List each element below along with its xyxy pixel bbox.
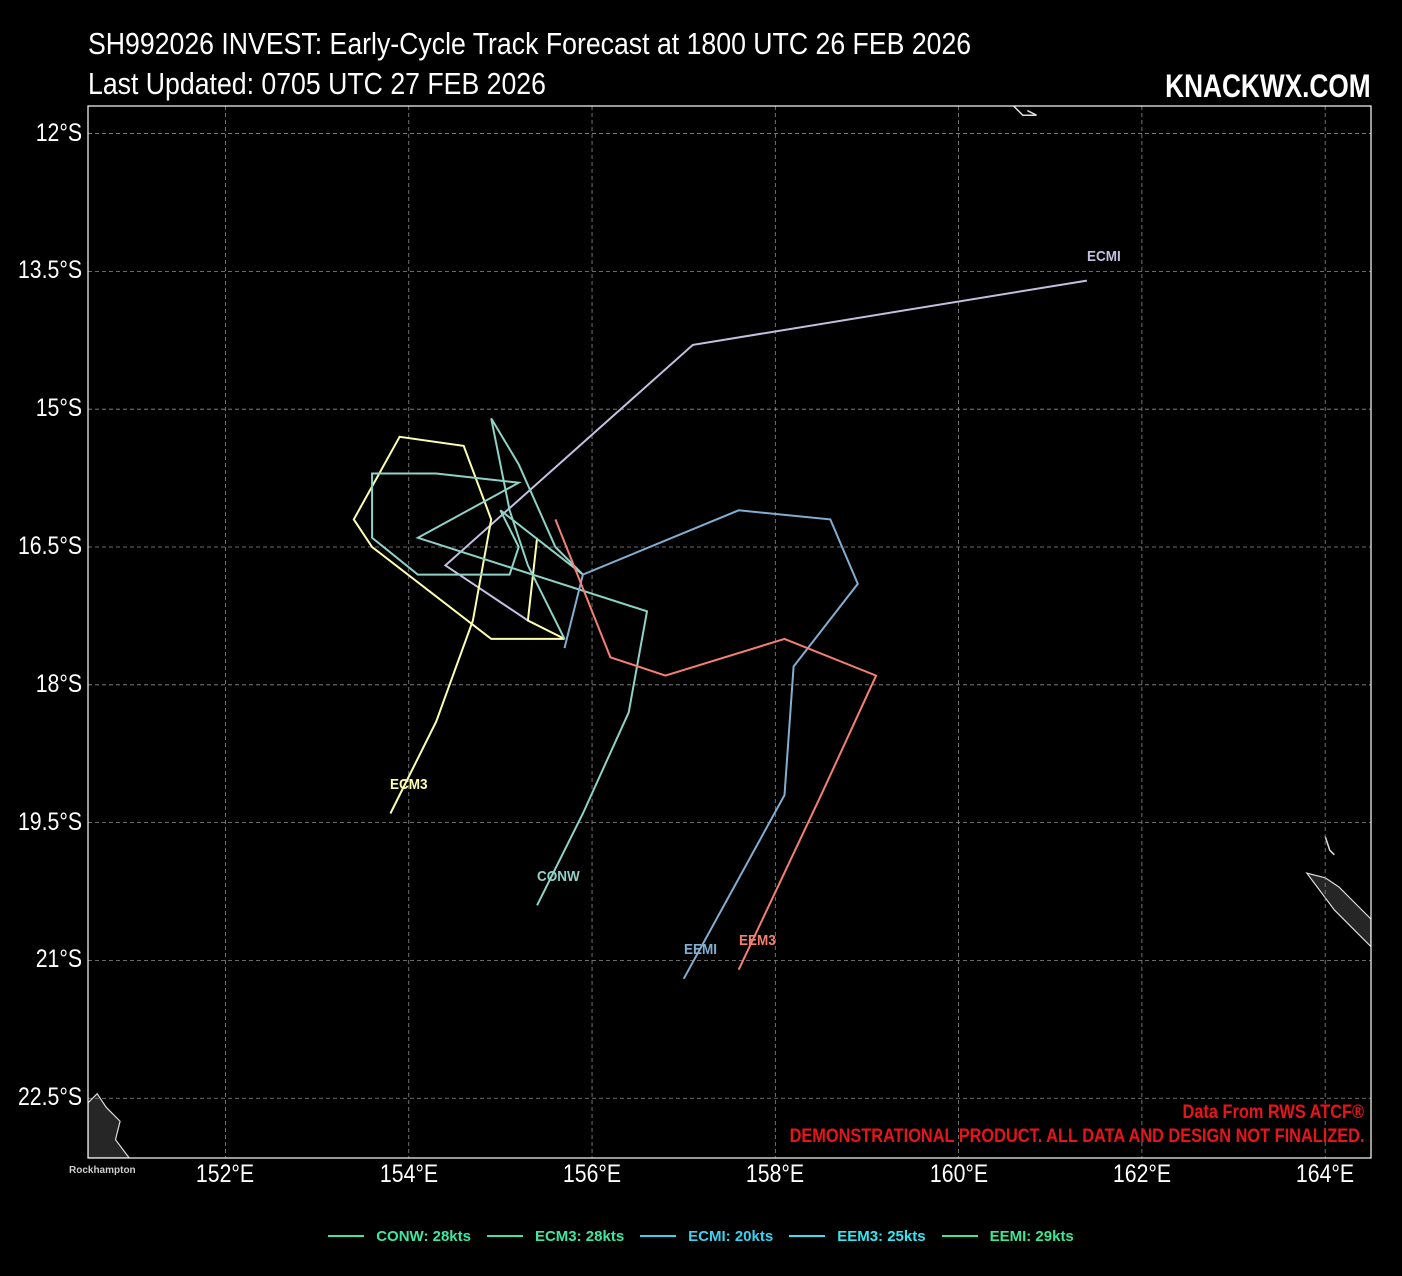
legend-label: CONW: 28kts: [376, 1227, 471, 1245]
lon-tick-label: 160°E: [929, 1160, 988, 1188]
coastline-0: [88, 1092, 130, 1158]
lat-tick-label: 16.5°S: [17, 532, 82, 560]
track-label-conw: CONW: [537, 867, 580, 885]
track-eemi: [563, 509, 859, 980]
lat-tick-label: 21°S: [35, 945, 82, 974]
legend-label: ECMI: 20kts: [688, 1227, 774, 1245]
city-label-rockhampton: Rockhampton: [69, 1165, 136, 1176]
legend-swatch: [486, 1235, 523, 1237]
map-frame: [87, 105, 1372, 1159]
brand-logo-text: KNACKWX.COM: [1165, 68, 1371, 104]
last-updated-subtitle: Last Updated: 0705 UTC 27 FEB 2026: [88, 66, 546, 101]
legend-item: ECM3: 28kts: [486, 1227, 625, 1245]
legend-item: ECMI: 20kts: [640, 1228, 773, 1245]
lat-tick-label: 18°S: [35, 669, 82, 698]
lat-tick-label: 22.5°S: [17, 1083, 82, 1112]
chart-title: SH992026 INVEST: Early-Cycle Track Forec…: [88, 26, 972, 61]
lat-tick-label: 15°S: [35, 394, 82, 423]
lat-tick-label: 12°S: [35, 118, 82, 147]
lon-tick-label: 154°E: [379, 1160, 438, 1188]
lon-tick-label: 164°E: [1296, 1160, 1355, 1188]
legend-swatch: [789, 1235, 826, 1237]
lon-tick-label: 152°E: [196, 1160, 255, 1188]
legend-label: ECM3: 28kts: [534, 1227, 625, 1245]
legend-swatch: [640, 1235, 677, 1237]
track-label-ecm3: ECM3: [390, 775, 428, 793]
track-eem3: [554, 519, 878, 971]
legend-swatch: [941, 1235, 978, 1237]
legend: CONW: 28kts ECM3: 28kts ECMI: 20kts EEM3: 2…: [0, 1224, 1402, 1245]
legend-label: EEMI: 29kts: [989, 1227, 1074, 1245]
legend-item: EEMI: 29kts: [941, 1227, 1074, 1245]
legend-swatch: [328, 1235, 365, 1237]
lat-tick-label: 13.5°S: [17, 256, 82, 285]
lat-tick-label: 19.5°S: [17, 807, 82, 836]
grid-lines: [88, 106, 1371, 1158]
track-label-ecmi: ECMI: [1086, 247, 1121, 265]
demo-disclaimer: DEMONSTRATIONAL PRODUCT. ALL DATA AND DE…: [789, 1126, 1364, 1147]
legend-item: EEM3: 25kts: [789, 1227, 926, 1245]
legend-label: EEM3: 25kts: [837, 1227, 926, 1245]
forecast-tracks: [352, 279, 1088, 980]
island-0: [1013, 106, 1037, 116]
land-layer: [88, 106, 1371, 1158]
coastline-1: [1305, 872, 1371, 948]
track-ecm3: [352, 435, 565, 814]
lon-tick-label: 162°E: [1112, 1160, 1171, 1188]
island-1: [1324, 836, 1335, 856]
lon-tick-label: 156°E: [562, 1160, 622, 1188]
legend-item: CONW: 28kts: [328, 1228, 471, 1245]
data-source-note: Data From RWS ATCF®: [1182, 1102, 1364, 1123]
track-ecmi: [443, 279, 1088, 622]
track-label-eemi: EEMI: [683, 941, 717, 959]
track-conw: [371, 417, 649, 906]
lon-tick-label: 158°E: [746, 1160, 805, 1188]
track-label-eem3: EEM3: [738, 932, 776, 950]
